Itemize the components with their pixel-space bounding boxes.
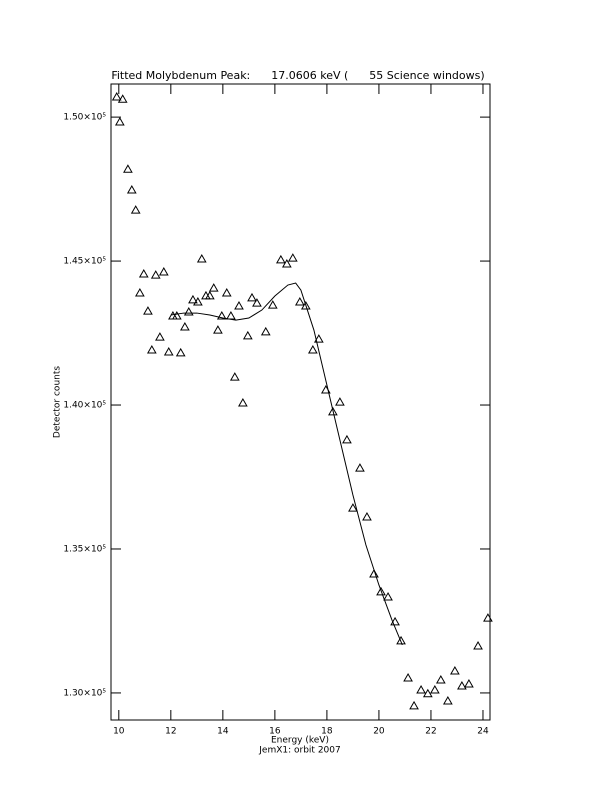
- data-point: [114, 116, 125, 126]
- data-point: [193, 296, 203, 306]
- data-point: [188, 294, 198, 304]
- data-point: [328, 406, 338, 416]
- data-point: [416, 685, 426, 694]
- data-point: [158, 266, 169, 276]
- data-point: [155, 332, 165, 341]
- y-tick-label: 1.35×10⁵: [63, 544, 106, 554]
- data-point: [171, 311, 182, 320]
- data-point: [111, 91, 122, 101]
- data-point: [221, 288, 232, 297]
- data-point: [464, 679, 474, 688]
- data-point: [369, 569, 379, 578]
- y-tick-label: 1.45×10⁵: [63, 257, 106, 267]
- x-tick-label: 24: [477, 727, 489, 737]
- data-point: [396, 635, 406, 645]
- data-point: [457, 681, 467, 690]
- data-point: [146, 345, 157, 354]
- data-point: [175, 347, 186, 357]
- y-axis-label: Detector counts: [53, 366, 63, 438]
- data-point: [429, 685, 440, 694]
- subtitle: JemX1: orbit 2007: [258, 746, 340, 756]
- data-point: [376, 586, 386, 596]
- data-point: [229, 372, 240, 381]
- x-axis-label: Energy (keV): [271, 736, 329, 746]
- data-point: [117, 94, 128, 103]
- chart-title: Fitted Molybdenum Peak: 17.0606 keV ( 55…: [111, 69, 484, 82]
- data-point: [473, 640, 483, 650]
- x-tick-label: 14: [217, 727, 229, 737]
- data-point: [204, 290, 215, 300]
- data-point: [234, 300, 244, 310]
- data-point: [208, 283, 219, 292]
- data-point: [435, 674, 446, 684]
- data-point: [383, 592, 393, 601]
- data-point: [226, 311, 236, 320]
- data-point: [252, 298, 262, 307]
- data-point: [196, 254, 207, 263]
- data-point: [143, 306, 153, 315]
- data-point: [260, 326, 271, 336]
- data-point: [313, 334, 324, 343]
- data-point: [126, 184, 137, 194]
- fit-line: [170, 282, 403, 646]
- data-point: [287, 253, 298, 262]
- x-tick-label: 20: [373, 727, 385, 737]
- data-point: [247, 292, 257, 302]
- y-tick-label: 1.40×10⁵: [63, 401, 106, 411]
- y-tick-label: 1.30×10⁵: [63, 688, 106, 698]
- data-point: [238, 397, 248, 407]
- data-point: [390, 616, 400, 626]
- data-point: [138, 269, 149, 278]
- data-point: [213, 325, 223, 334]
- data-point: [300, 300, 311, 310]
- data-point: [130, 205, 141, 214]
- data-point: [267, 300, 278, 309]
- data-point: [275, 254, 286, 264]
- data-point: [422, 688, 433, 698]
- data-point: [348, 503, 358, 512]
- data-point: [335, 397, 345, 406]
- data-point: [442, 695, 453, 705]
- data-point: [183, 307, 194, 316]
- data-point: [403, 672, 413, 682]
- data-point: [281, 258, 292, 268]
- data-point: [216, 311, 227, 320]
- data-point: [362, 512, 372, 521]
- plot-frame: [110, 83, 491, 721]
- x-tick-label: 18: [321, 727, 333, 737]
- x-tick-label: 22: [425, 727, 436, 737]
- data-point: [150, 270, 161, 279]
- data-point: [123, 164, 133, 173]
- data-point: [294, 296, 305, 306]
- y-tick-label: 1.50×10⁵: [63, 113, 106, 123]
- x-tick-label: 16: [269, 727, 281, 737]
- data-point: [483, 613, 493, 622]
- data-point: [135, 288, 145, 297]
- data-point: [307, 345, 318, 354]
- data-point: [450, 666, 460, 675]
- data-point: [342, 434, 352, 444]
- x-tick-label: 12: [165, 727, 176, 737]
- data-point: [163, 347, 174, 356]
- data-point: [355, 463, 365, 472]
- data-point: [180, 321, 190, 331]
- x-tick-label: 10: [113, 727, 125, 737]
- data-point: [242, 330, 253, 340]
- data-point: [409, 700, 419, 710]
